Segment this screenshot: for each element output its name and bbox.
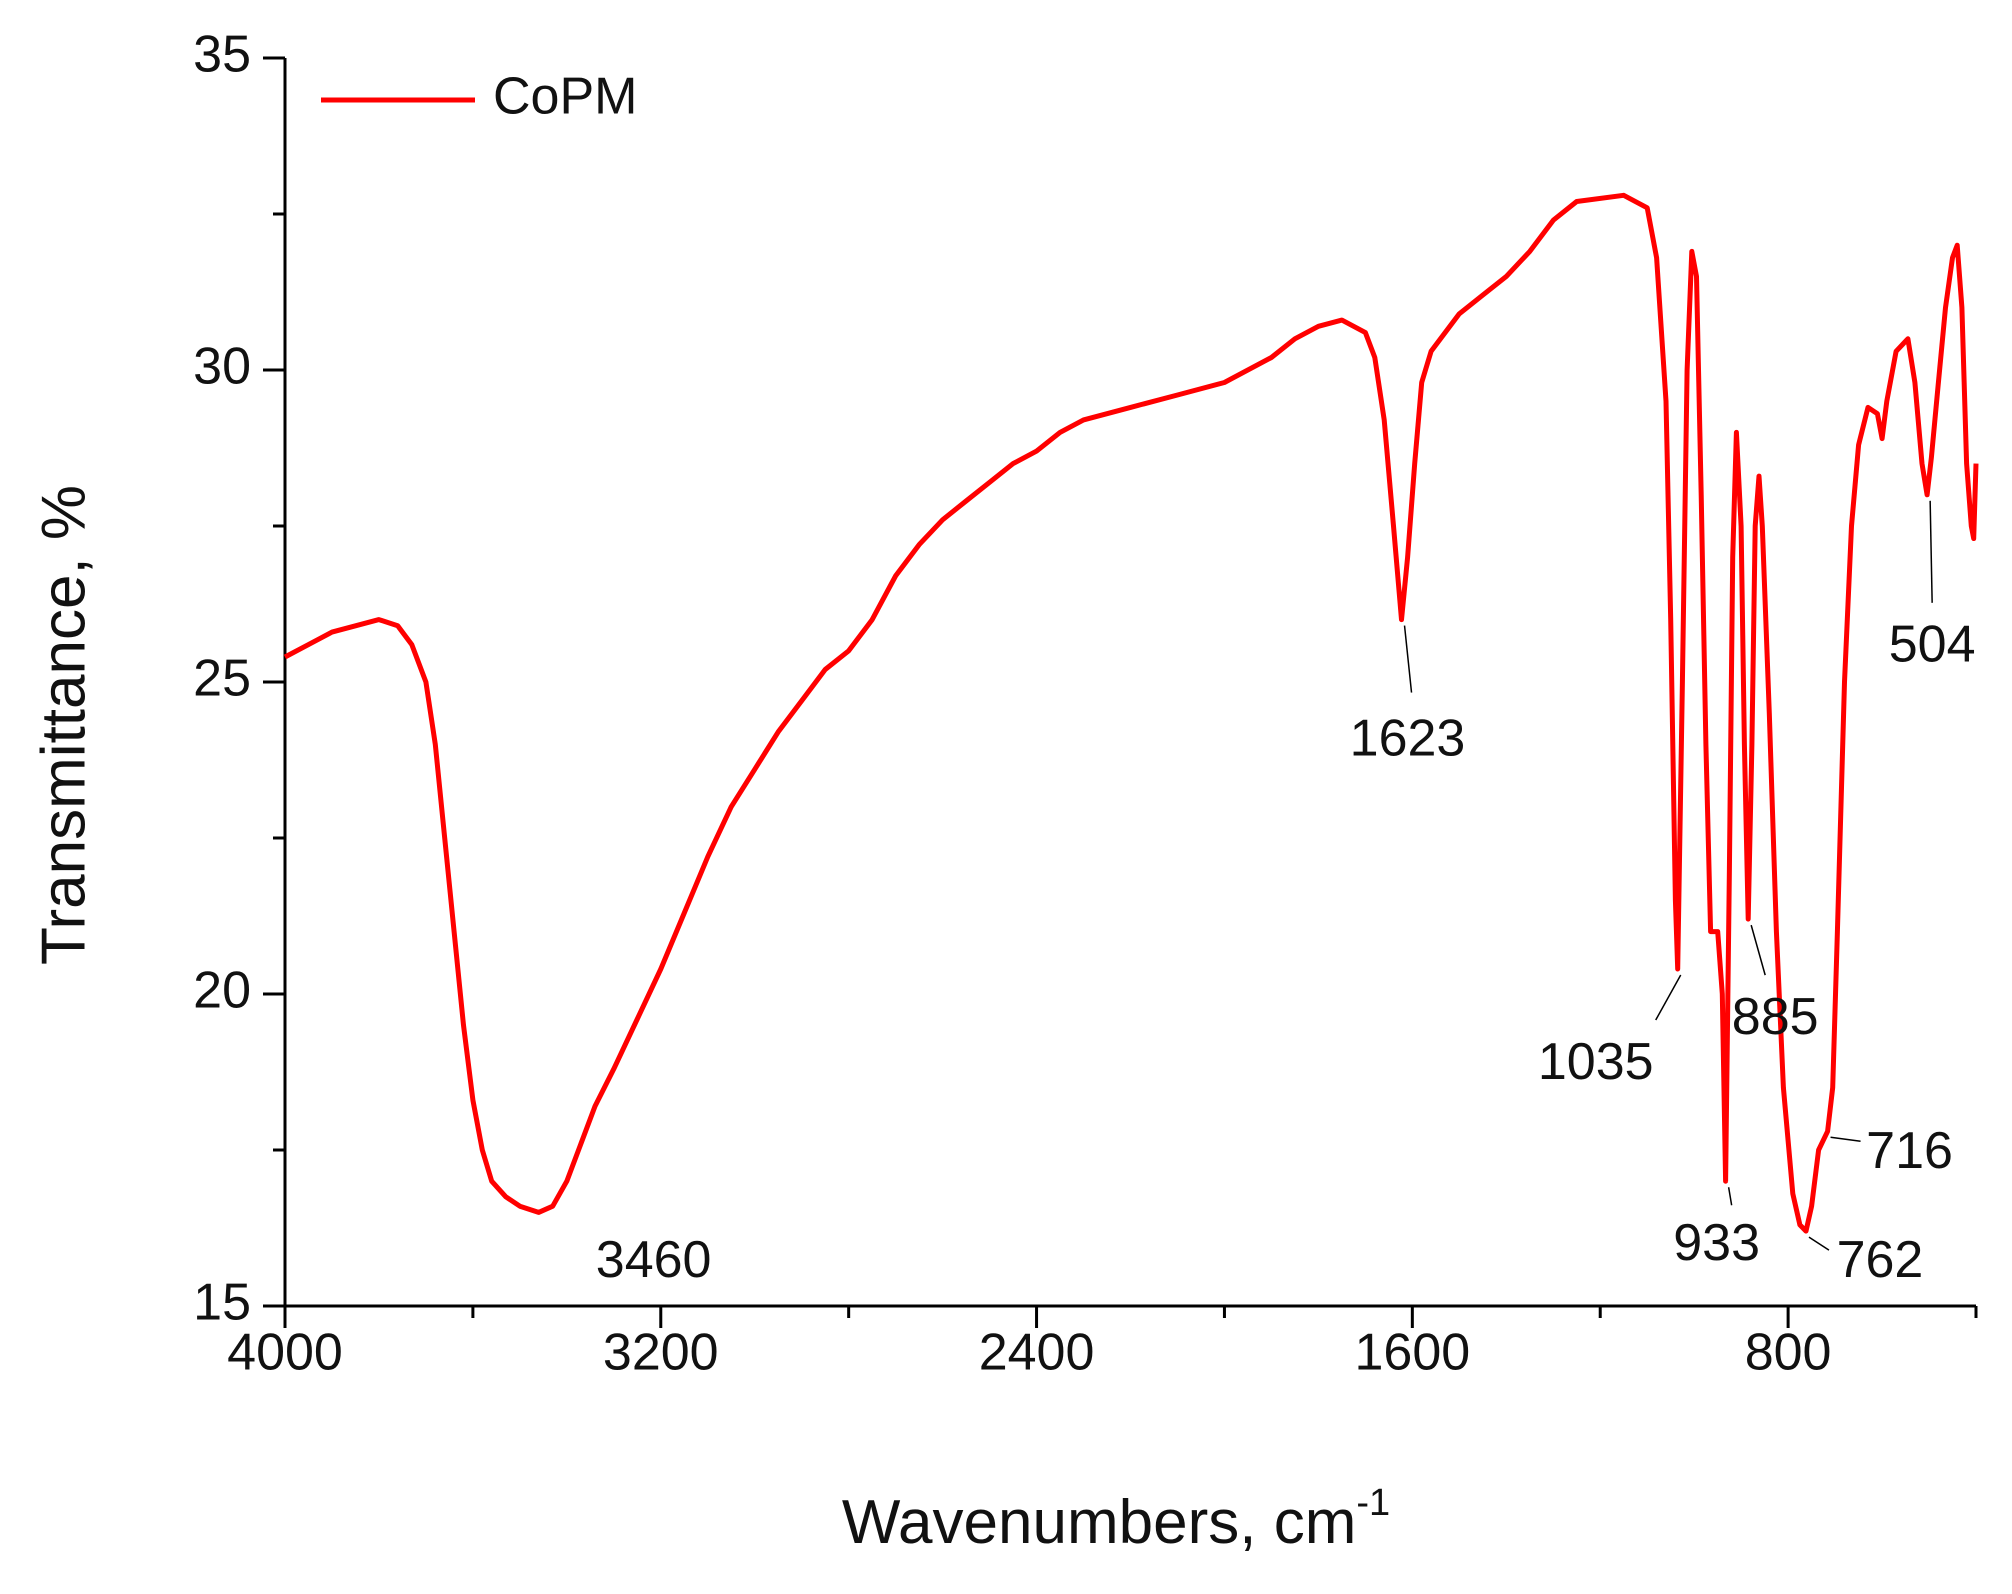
annotation-label: 762 xyxy=(1837,1231,1924,1289)
annotation-label: 3460 xyxy=(596,1231,712,1289)
annotation-leader xyxy=(1750,924,1766,976)
x-axis-title-sup: -1 xyxy=(1356,1482,1390,1524)
x-axis-title-text: Wavenumbers, cm xyxy=(842,1488,1357,1557)
annotation-label: 504 xyxy=(1889,616,1976,674)
annotation-label: 1623 xyxy=(1350,709,1466,767)
y-tick-label: 30 xyxy=(193,338,251,396)
y-tick-label: 25 xyxy=(193,650,251,708)
x-tick-label: 3200 xyxy=(603,1324,719,1382)
legend-label: CoPM xyxy=(493,68,637,126)
y-axis-title: Transmittance, % xyxy=(29,485,98,965)
annotation-label: 716 xyxy=(1866,1122,1953,1180)
annotation-leader xyxy=(1830,1136,1861,1143)
y-tick-label: 15 xyxy=(193,1274,251,1332)
annotation-label: 1035 xyxy=(1538,1033,1654,1091)
annotation-leader xyxy=(1929,500,1933,603)
y-tick-label: 35 xyxy=(193,26,251,84)
y-tick-label: 20 xyxy=(193,962,251,1020)
annotation-label: 933 xyxy=(1673,1214,1760,1272)
x-tick-label: 4000 xyxy=(227,1324,343,1382)
annotation-label: 885 xyxy=(1732,988,1819,1046)
annotation-leader xyxy=(1403,625,1413,693)
spectrum-line xyxy=(283,192,1979,1234)
annotation-leader xyxy=(1727,1187,1733,1206)
annotation-leader xyxy=(1655,974,1682,1021)
x-tick-label: 2400 xyxy=(979,1324,1095,1382)
annotation-leader xyxy=(1808,1236,1830,1251)
x-tick-label: 1600 xyxy=(1354,1324,1470,1382)
x-tick-label: 800 xyxy=(1745,1324,1832,1382)
x-axis-title: Wavenumbers, cm-1 xyxy=(842,1482,1390,1557)
